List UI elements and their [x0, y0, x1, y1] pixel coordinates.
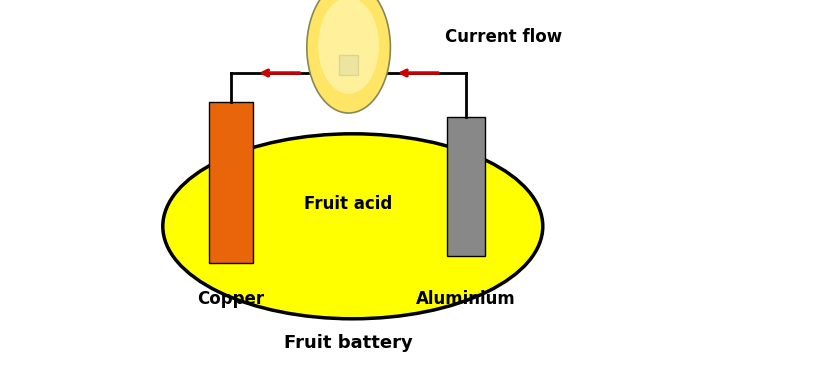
Bar: [339, 55, 358, 75]
Ellipse shape: [163, 134, 543, 319]
Text: Fruit battery: Fruit battery: [284, 334, 413, 352]
Ellipse shape: [307, 0, 391, 113]
Ellipse shape: [318, 0, 379, 94]
Text: Fruit acid: Fruit acid: [304, 195, 393, 214]
Bar: [448, 117, 486, 256]
Text: Copper: Copper: [197, 290, 265, 308]
Bar: [209, 102, 253, 263]
Text: Aluminium: Aluminium: [417, 290, 516, 308]
Text: Current flow: Current flow: [445, 27, 562, 46]
